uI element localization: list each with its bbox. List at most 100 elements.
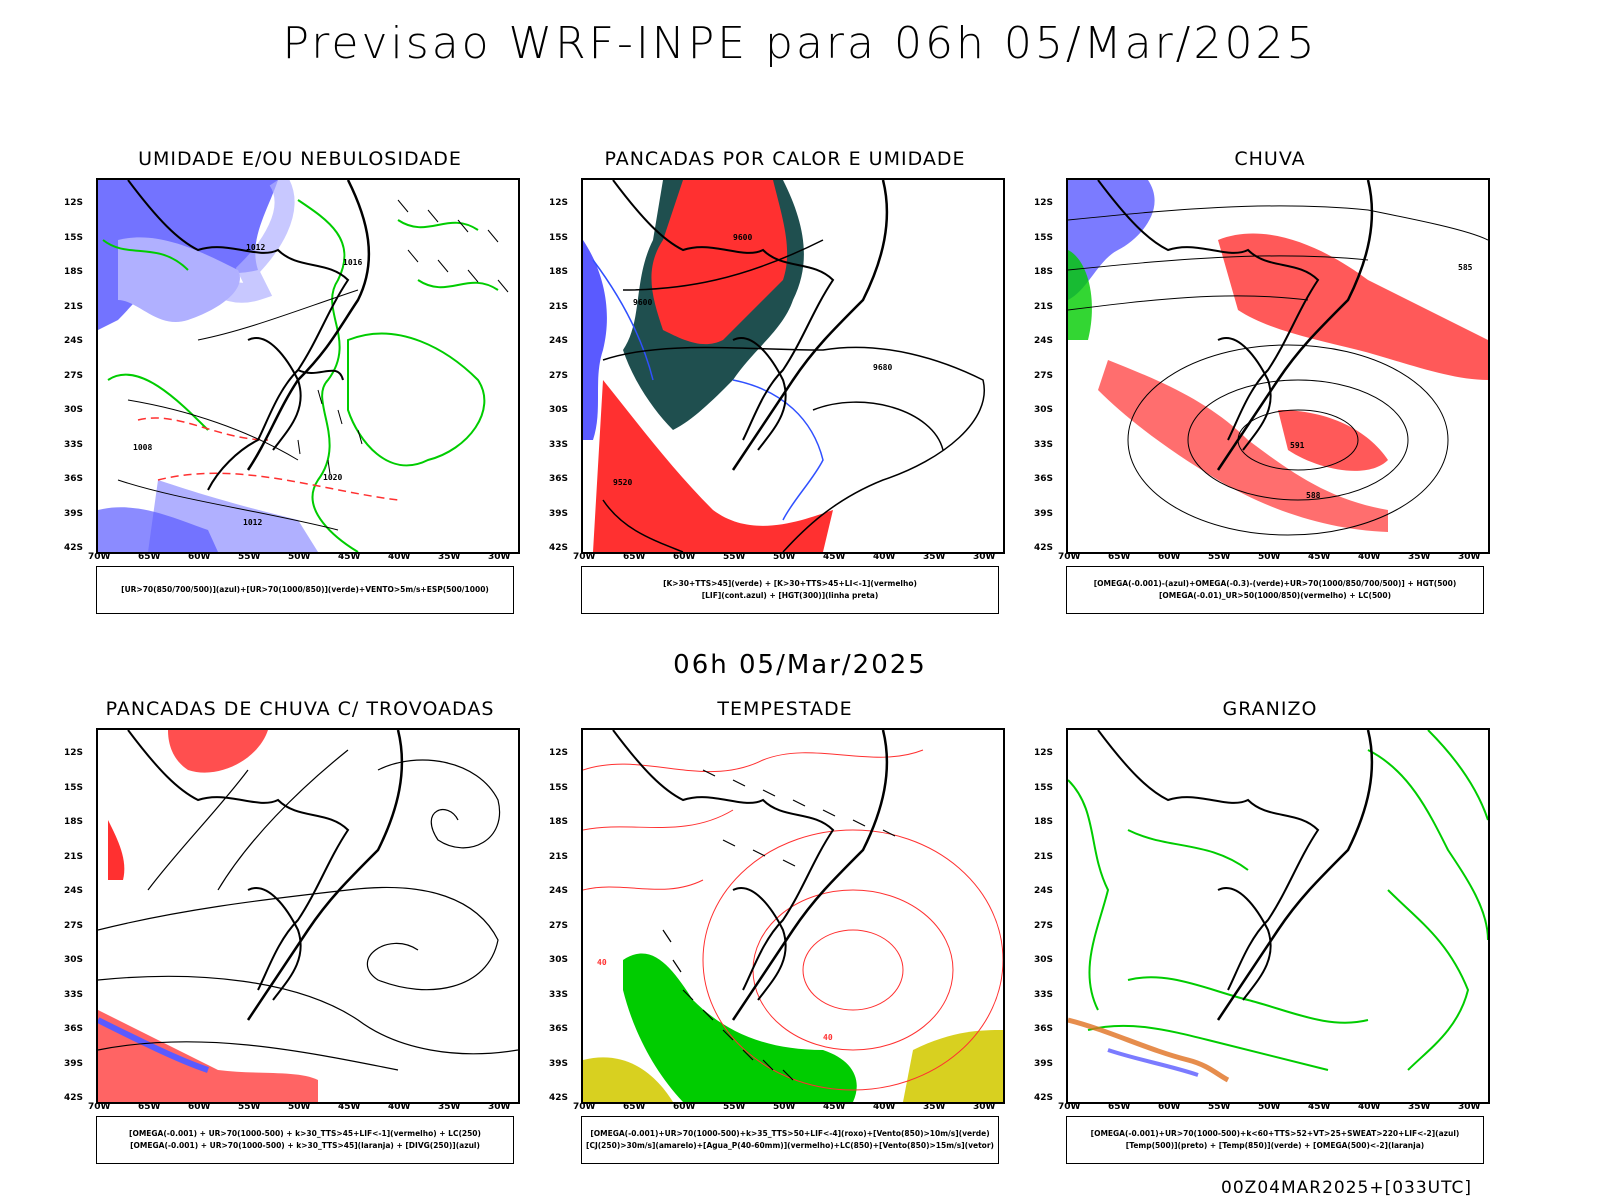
lon-tick-label: 35W bbox=[1408, 552, 1431, 562]
coastline bbox=[731, 730, 889, 1021]
contour-label: 591 bbox=[1290, 441, 1305, 450]
panel-title: CHUVA bbox=[1234, 148, 1306, 170]
lon-tick-label: 40W bbox=[388, 1102, 411, 1112]
lon-tick-label: 70W bbox=[88, 552, 111, 562]
hgt-contour bbox=[1068, 205, 1488, 311]
lat-tick-label: 18S bbox=[1034, 267, 1054, 277]
map-area bbox=[96, 728, 520, 1104]
storm-red bbox=[108, 820, 125, 880]
lat-tick-label: 15S bbox=[549, 232, 569, 243]
lon-tick-label: 70W bbox=[88, 1102, 111, 1112]
lon-tick-label: 35W bbox=[923, 1102, 946, 1112]
lat-tick-label: 12S bbox=[1034, 748, 1054, 758]
legend-line: [OMEGA(-0.001) + UR>70(1000-500) + k>30_… bbox=[130, 1141, 480, 1150]
contour-label: 9600 bbox=[633, 298, 652, 307]
contour-label: 40 bbox=[597, 958, 607, 967]
omega-green bbox=[1068, 250, 1092, 340]
lat-tick-label: 12S bbox=[64, 748, 84, 758]
legend-line: [OMEGA(-0.001)-(azul)+OMEGA(-0.3)-(verde… bbox=[1093, 579, 1457, 588]
lat-tick-label: 18S bbox=[64, 267, 84, 277]
water-contour bbox=[752, 889, 954, 1051]
rain-red bbox=[1098, 360, 1388, 532]
wind-vectors bbox=[297, 199, 509, 475]
country-borders bbox=[1097, 180, 1320, 451]
coastline bbox=[246, 730, 404, 1021]
lat-tick-label: 15S bbox=[64, 232, 84, 243]
lat-tick-label: 30S bbox=[1034, 405, 1054, 415]
lat-tick-label: 15S bbox=[1034, 782, 1054, 793]
contour-label: 9680 bbox=[873, 363, 892, 372]
coastline bbox=[1216, 730, 1374, 1021]
water-contour bbox=[702, 829, 1003, 1091]
map-area: 40 40 bbox=[581, 728, 1005, 1104]
lat-tick-label: 21S bbox=[64, 301, 84, 312]
lon-tick-label: 65W bbox=[623, 1102, 646, 1112]
hgt-contour bbox=[1187, 379, 1409, 501]
lat-tick-label: 12S bbox=[549, 198, 569, 208]
map-svg: 9600 9680 9520 9600 bbox=[583, 180, 986, 552]
lat-tick-label: 18S bbox=[549, 817, 569, 827]
lon-tick-label: 35W bbox=[923, 552, 946, 562]
run-info: 00Z04MAR2025+[033UTC] bbox=[1221, 1178, 1472, 1198]
map-svg bbox=[98, 730, 518, 1102]
lat-tick-label: 21S bbox=[64, 851, 84, 862]
lon-tick-label: 30W bbox=[973, 552, 996, 562]
lat-tick-label: 21S bbox=[1034, 851, 1054, 862]
lon-tick-label: 60W bbox=[1158, 1102, 1181, 1112]
lon-tick-label: 50W bbox=[288, 1102, 311, 1112]
panel-title: PANCADAS POR CALOR E UMIDADE bbox=[604, 148, 966, 170]
wind-green bbox=[623, 953, 857, 1102]
lat-tick-label: 42S bbox=[549, 1093, 569, 1103]
lat-tick-label: 33S bbox=[549, 989, 569, 1000]
lat-tick-label: 24S bbox=[549, 336, 569, 346]
contour-label: 588 bbox=[1306, 491, 1321, 500]
country-borders bbox=[1097, 730, 1320, 1001]
panel-granizo: GRANIZO [OMEGA(-0.001)+UR>70(1000-500)+k… bbox=[1020, 698, 1520, 1168]
lon-tick-label: 55W bbox=[1208, 552, 1231, 562]
temp850-contour bbox=[1087, 829, 1369, 1071]
map-svg: 591 588 585 bbox=[1068, 180, 1488, 536]
contour-label: 585 bbox=[1458, 263, 1473, 272]
lat-tick-label: 27S bbox=[549, 370, 569, 381]
lat-tick-label: 27S bbox=[64, 920, 84, 931]
lat-tick-label: 39S bbox=[549, 508, 569, 519]
lat-tick-label: 33S bbox=[549, 439, 569, 450]
panel-title: UMIDADE E/OU NEBULOSIDADE bbox=[138, 148, 462, 170]
map-area: 591 588 585 bbox=[1066, 178, 1490, 554]
lat-tick-label: 30S bbox=[549, 955, 569, 965]
panel-legend: [K>30+TTS>45](verde) + [K>30+TTS>45+LI<-… bbox=[581, 566, 999, 614]
lat-tick-label: 21S bbox=[549, 301, 569, 312]
lat-tick-label: 12S bbox=[549, 748, 569, 758]
lat-tick-label: 33S bbox=[1034, 989, 1054, 1000]
map-area: 9600 9680 9520 9600 bbox=[581, 178, 1005, 554]
map-svg: 40 40 bbox=[583, 730, 1003, 1102]
lon-tick-label: 30W bbox=[973, 1102, 996, 1112]
map-area bbox=[1066, 728, 1490, 1104]
country-borders bbox=[612, 180, 835, 451]
coastline bbox=[1216, 180, 1374, 471]
panel-chuva: CHUVA 591 588 585 [OMEGA(-0.001)-(azul)+… bbox=[1020, 148, 1520, 618]
panel-title: GRANIZO bbox=[1222, 698, 1318, 720]
lon-tick-label: 55W bbox=[1208, 1102, 1231, 1112]
temp850-contour bbox=[1068, 730, 1488, 1071]
lat-tick-label: 21S bbox=[549, 851, 569, 862]
storm-red bbox=[168, 730, 268, 773]
lon-tick-label: 30W bbox=[1458, 1102, 1481, 1112]
country-borders bbox=[612, 730, 835, 1001]
lat-tick-label: 42S bbox=[549, 543, 569, 553]
lat-tick-label: 27S bbox=[1034, 920, 1054, 931]
panel-legend: [OMEGA(-0.001)-(azul)+OMEGA(-0.3)-(verde… bbox=[1066, 566, 1484, 614]
panel-pancadas-calor: PANCADAS POR CALOR E UMIDADE 9600 9680 9… bbox=[535, 148, 1035, 618]
lat-tick-label: 30S bbox=[64, 955, 84, 965]
lat-tick-label: 33S bbox=[64, 989, 84, 1000]
lon-tick-label: 35W bbox=[438, 1102, 461, 1112]
panel-title: PANCADAS DE CHUVA C/ TROVOADAS bbox=[105, 698, 495, 720]
green-contour bbox=[397, 219, 499, 291]
blue-area bbox=[583, 240, 607, 440]
panel-legend: [OMEGA(-0.001) + UR>70(1000-500) + k>30_… bbox=[96, 1116, 514, 1164]
lat-tick-label: 39S bbox=[64, 1058, 84, 1069]
panel-tempestade: TEMPESTADE 40 40 [OMEGA(-0.001)+UR>70(10… bbox=[535, 698, 1035, 1168]
lon-tick-label: 30W bbox=[488, 552, 511, 562]
panel-legend: [OMEGA(-0.001)+UR>70(1000-500)+k<60+TTS>… bbox=[1066, 1116, 1484, 1164]
lon-tick-label: 60W bbox=[673, 552, 696, 562]
